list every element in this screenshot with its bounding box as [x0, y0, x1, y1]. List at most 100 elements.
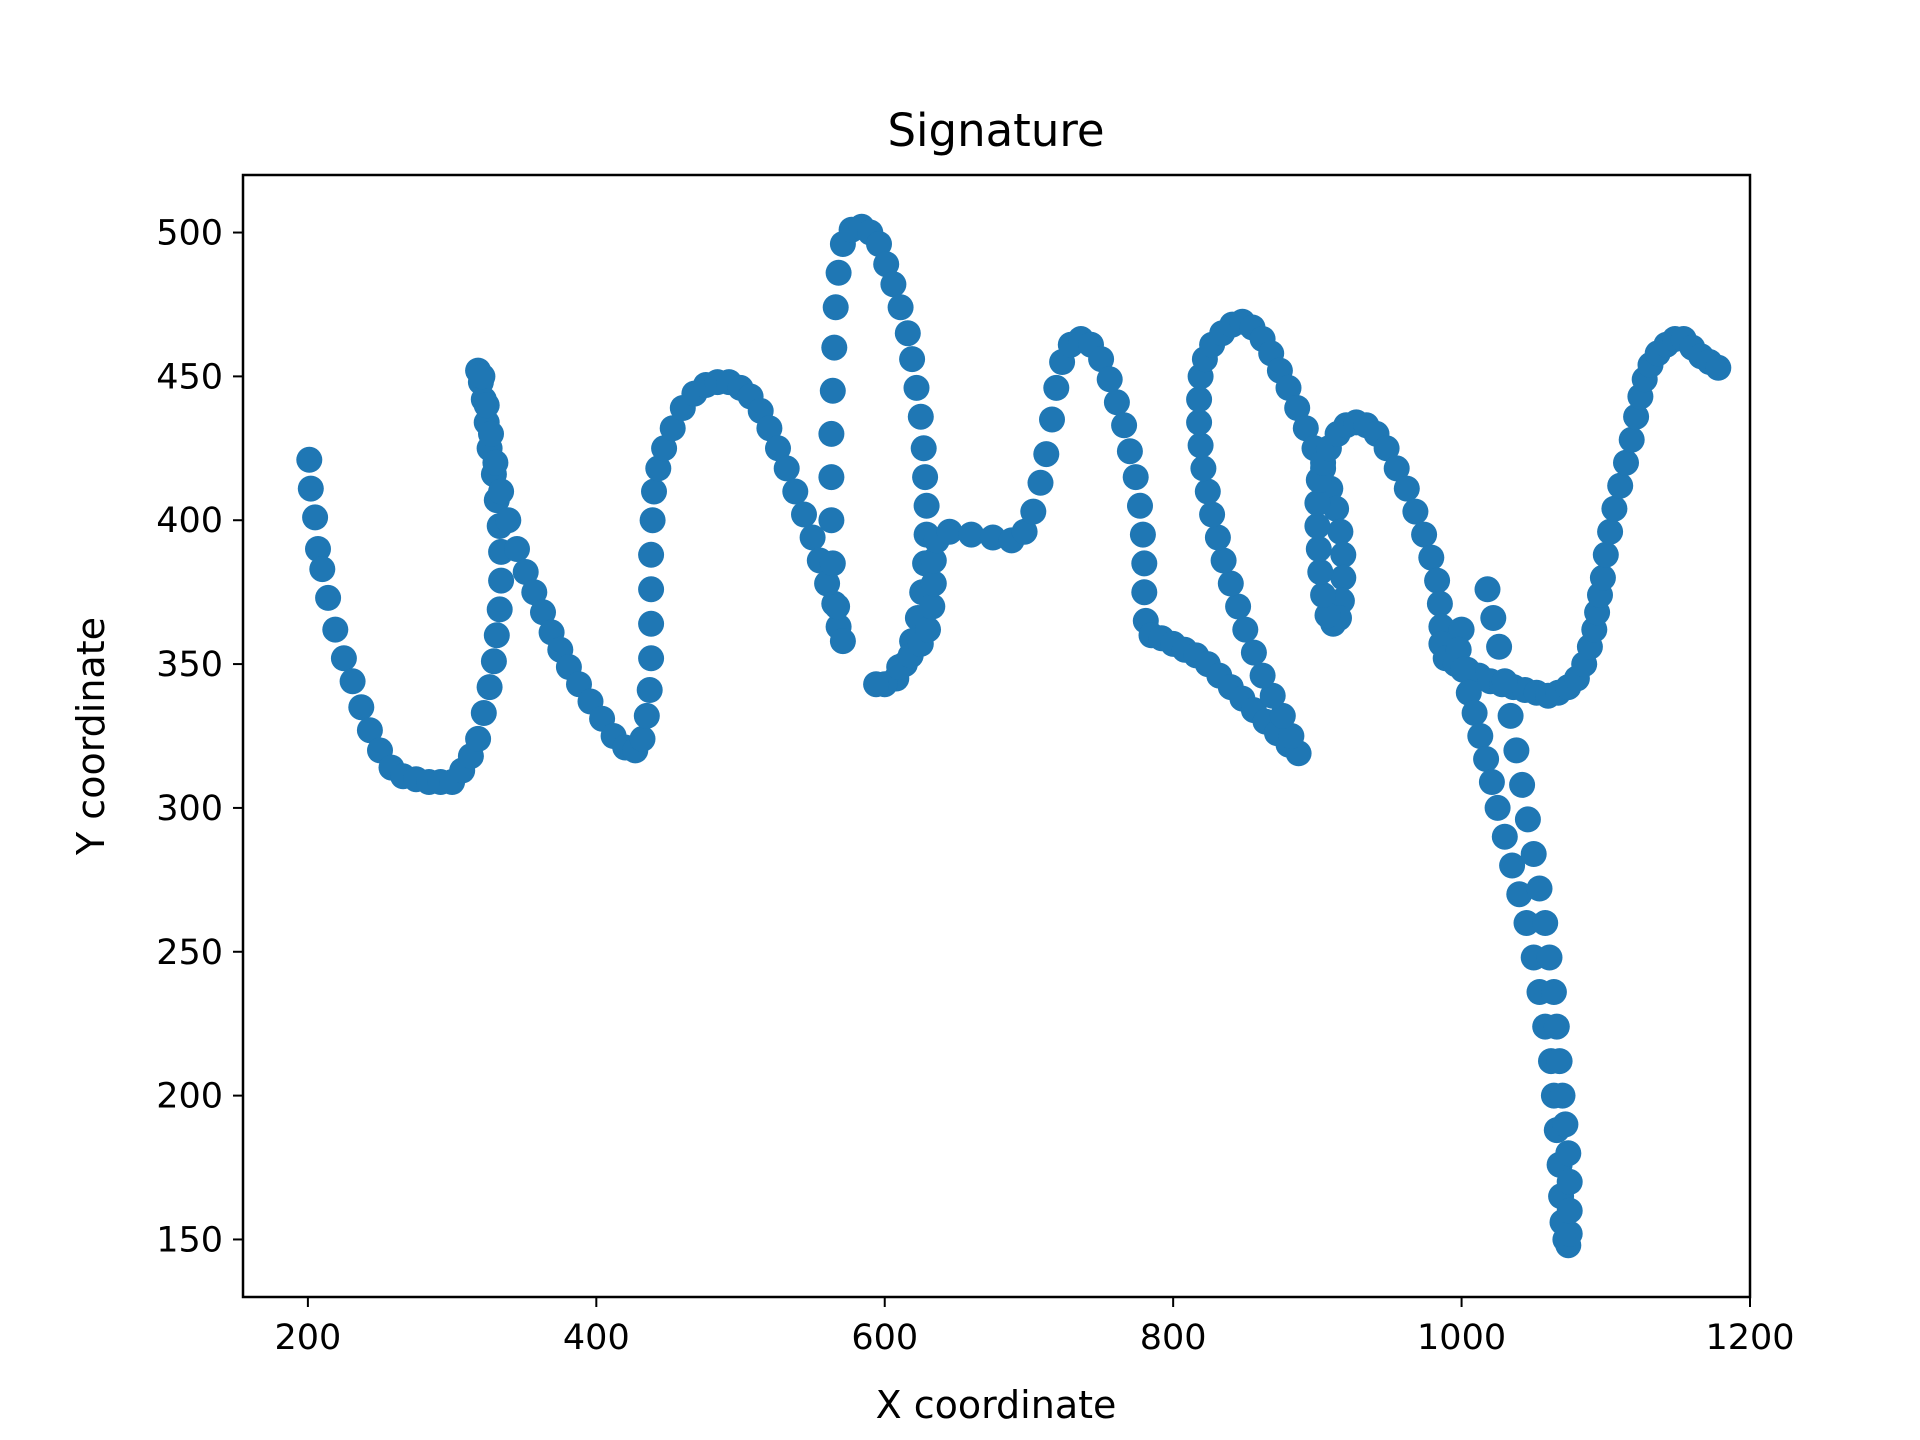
- data-point: [825, 259, 852, 286]
- data-point: [1210, 547, 1237, 574]
- data-point: [1491, 668, 1518, 695]
- data-point: [465, 725, 492, 752]
- x-tick-label: 400: [563, 1318, 630, 1358]
- data-point: [636, 677, 663, 703]
- data-point: [814, 570, 841, 597]
- data-point: [1486, 633, 1513, 660]
- data-point: [629, 725, 656, 752]
- data-point: [1383, 455, 1410, 482]
- data-point: [1499, 852, 1526, 879]
- y-tick-label: 450: [156, 357, 223, 397]
- data-point: [1497, 702, 1524, 729]
- data-point: [1217, 570, 1244, 597]
- data-point: [1240, 639, 1267, 666]
- data-point: [1284, 395, 1311, 421]
- data-point: [1199, 501, 1226, 528]
- data-point: [1259, 682, 1286, 709]
- data-point: [659, 415, 686, 442]
- y-tick-label: 400: [156, 501, 223, 541]
- data-point: [1514, 806, 1541, 833]
- data-point: [330, 645, 357, 672]
- data-point: [476, 674, 503, 701]
- data-point: [1190, 455, 1217, 482]
- y-tick-label: 250: [156, 933, 223, 973]
- data-point: [1027, 469, 1054, 496]
- x-tick-label: 200: [274, 1318, 341, 1358]
- data-point: [1307, 559, 1334, 585]
- data-point: [1232, 616, 1259, 643]
- data-point: [1304, 490, 1331, 516]
- data-point: [1546, 1048, 1573, 1075]
- data-point: [818, 507, 845, 534]
- x-tick-label: 1200: [1705, 1318, 1794, 1358]
- data-point: [913, 492, 940, 519]
- data-point: [1327, 518, 1354, 545]
- data-point: [1269, 702, 1296, 729]
- y-axis: 150 200 250 300 350 400 450 500: [156, 214, 243, 1260]
- data-point: [1096, 366, 1123, 393]
- data-point: [309, 556, 336, 583]
- data-point: [633, 702, 660, 729]
- data-point: [1601, 495, 1628, 522]
- data-point: [302, 504, 329, 531]
- y-tick-label: 150: [156, 1220, 223, 1260]
- data-point: [903, 374, 930, 401]
- data-point: [1314, 602, 1341, 629]
- data-point: [495, 507, 522, 534]
- data-point: [488, 478, 515, 505]
- data-point: [473, 392, 500, 419]
- data-point: [1445, 636, 1472, 663]
- data-point: [1275, 374, 1302, 401]
- data-point: [919, 593, 946, 620]
- data-point: [1131, 579, 1158, 606]
- data-point: [915, 616, 941, 643]
- data-point: [322, 616, 349, 643]
- data-point: [824, 593, 851, 620]
- data-point: [1556, 1197, 1583, 1224]
- data-point: [1526, 875, 1553, 902]
- data-point: [297, 475, 324, 502]
- data-point: [1520, 841, 1547, 867]
- data-point: [339, 668, 366, 695]
- data-point: [1705, 354, 1732, 381]
- data-point: [504, 536, 530, 562]
- data-point: [1186, 386, 1213, 413]
- data-point: [1131, 550, 1158, 577]
- data-point: [1536, 944, 1563, 971]
- data-point: [822, 294, 849, 321]
- data-point: [1373, 435, 1400, 462]
- data-point: [486, 596, 513, 623]
- data-point: [1509, 771, 1536, 798]
- data-point: [1473, 746, 1500, 772]
- data-point: [1424, 567, 1451, 594]
- data-point: [799, 524, 826, 551]
- data-point: [483, 622, 510, 649]
- plot-frame: [241, 173, 1752, 1299]
- data-point: [1480, 605, 1507, 631]
- data-point: [821, 334, 848, 361]
- data-point: [651, 435, 678, 462]
- data-point: [1540, 979, 1567, 1005]
- data-point: [1503, 737, 1530, 764]
- data-point: [1043, 374, 1070, 401]
- data-point: [1393, 475, 1420, 502]
- data-point: [638, 645, 665, 672]
- data-point: [1484, 794, 1511, 821]
- data-point: [1589, 564, 1616, 591]
- data-point: [348, 694, 375, 721]
- data-point: [958, 521, 985, 548]
- data-point: [530, 599, 556, 626]
- data-point: [1556, 1220, 1583, 1247]
- data-point: [1461, 700, 1488, 726]
- data-point: [478, 420, 504, 447]
- data-point: [1513, 910, 1540, 936]
- data-point: [1402, 498, 1429, 525]
- data-point: [1426, 590, 1453, 617]
- data-point: [818, 464, 845, 491]
- data-point: [1613, 449, 1639, 476]
- data-point: [910, 435, 937, 462]
- y-tick-label: 500: [156, 214, 223, 254]
- data-point: [1088, 346, 1115, 373]
- data-point: [1194, 478, 1221, 505]
